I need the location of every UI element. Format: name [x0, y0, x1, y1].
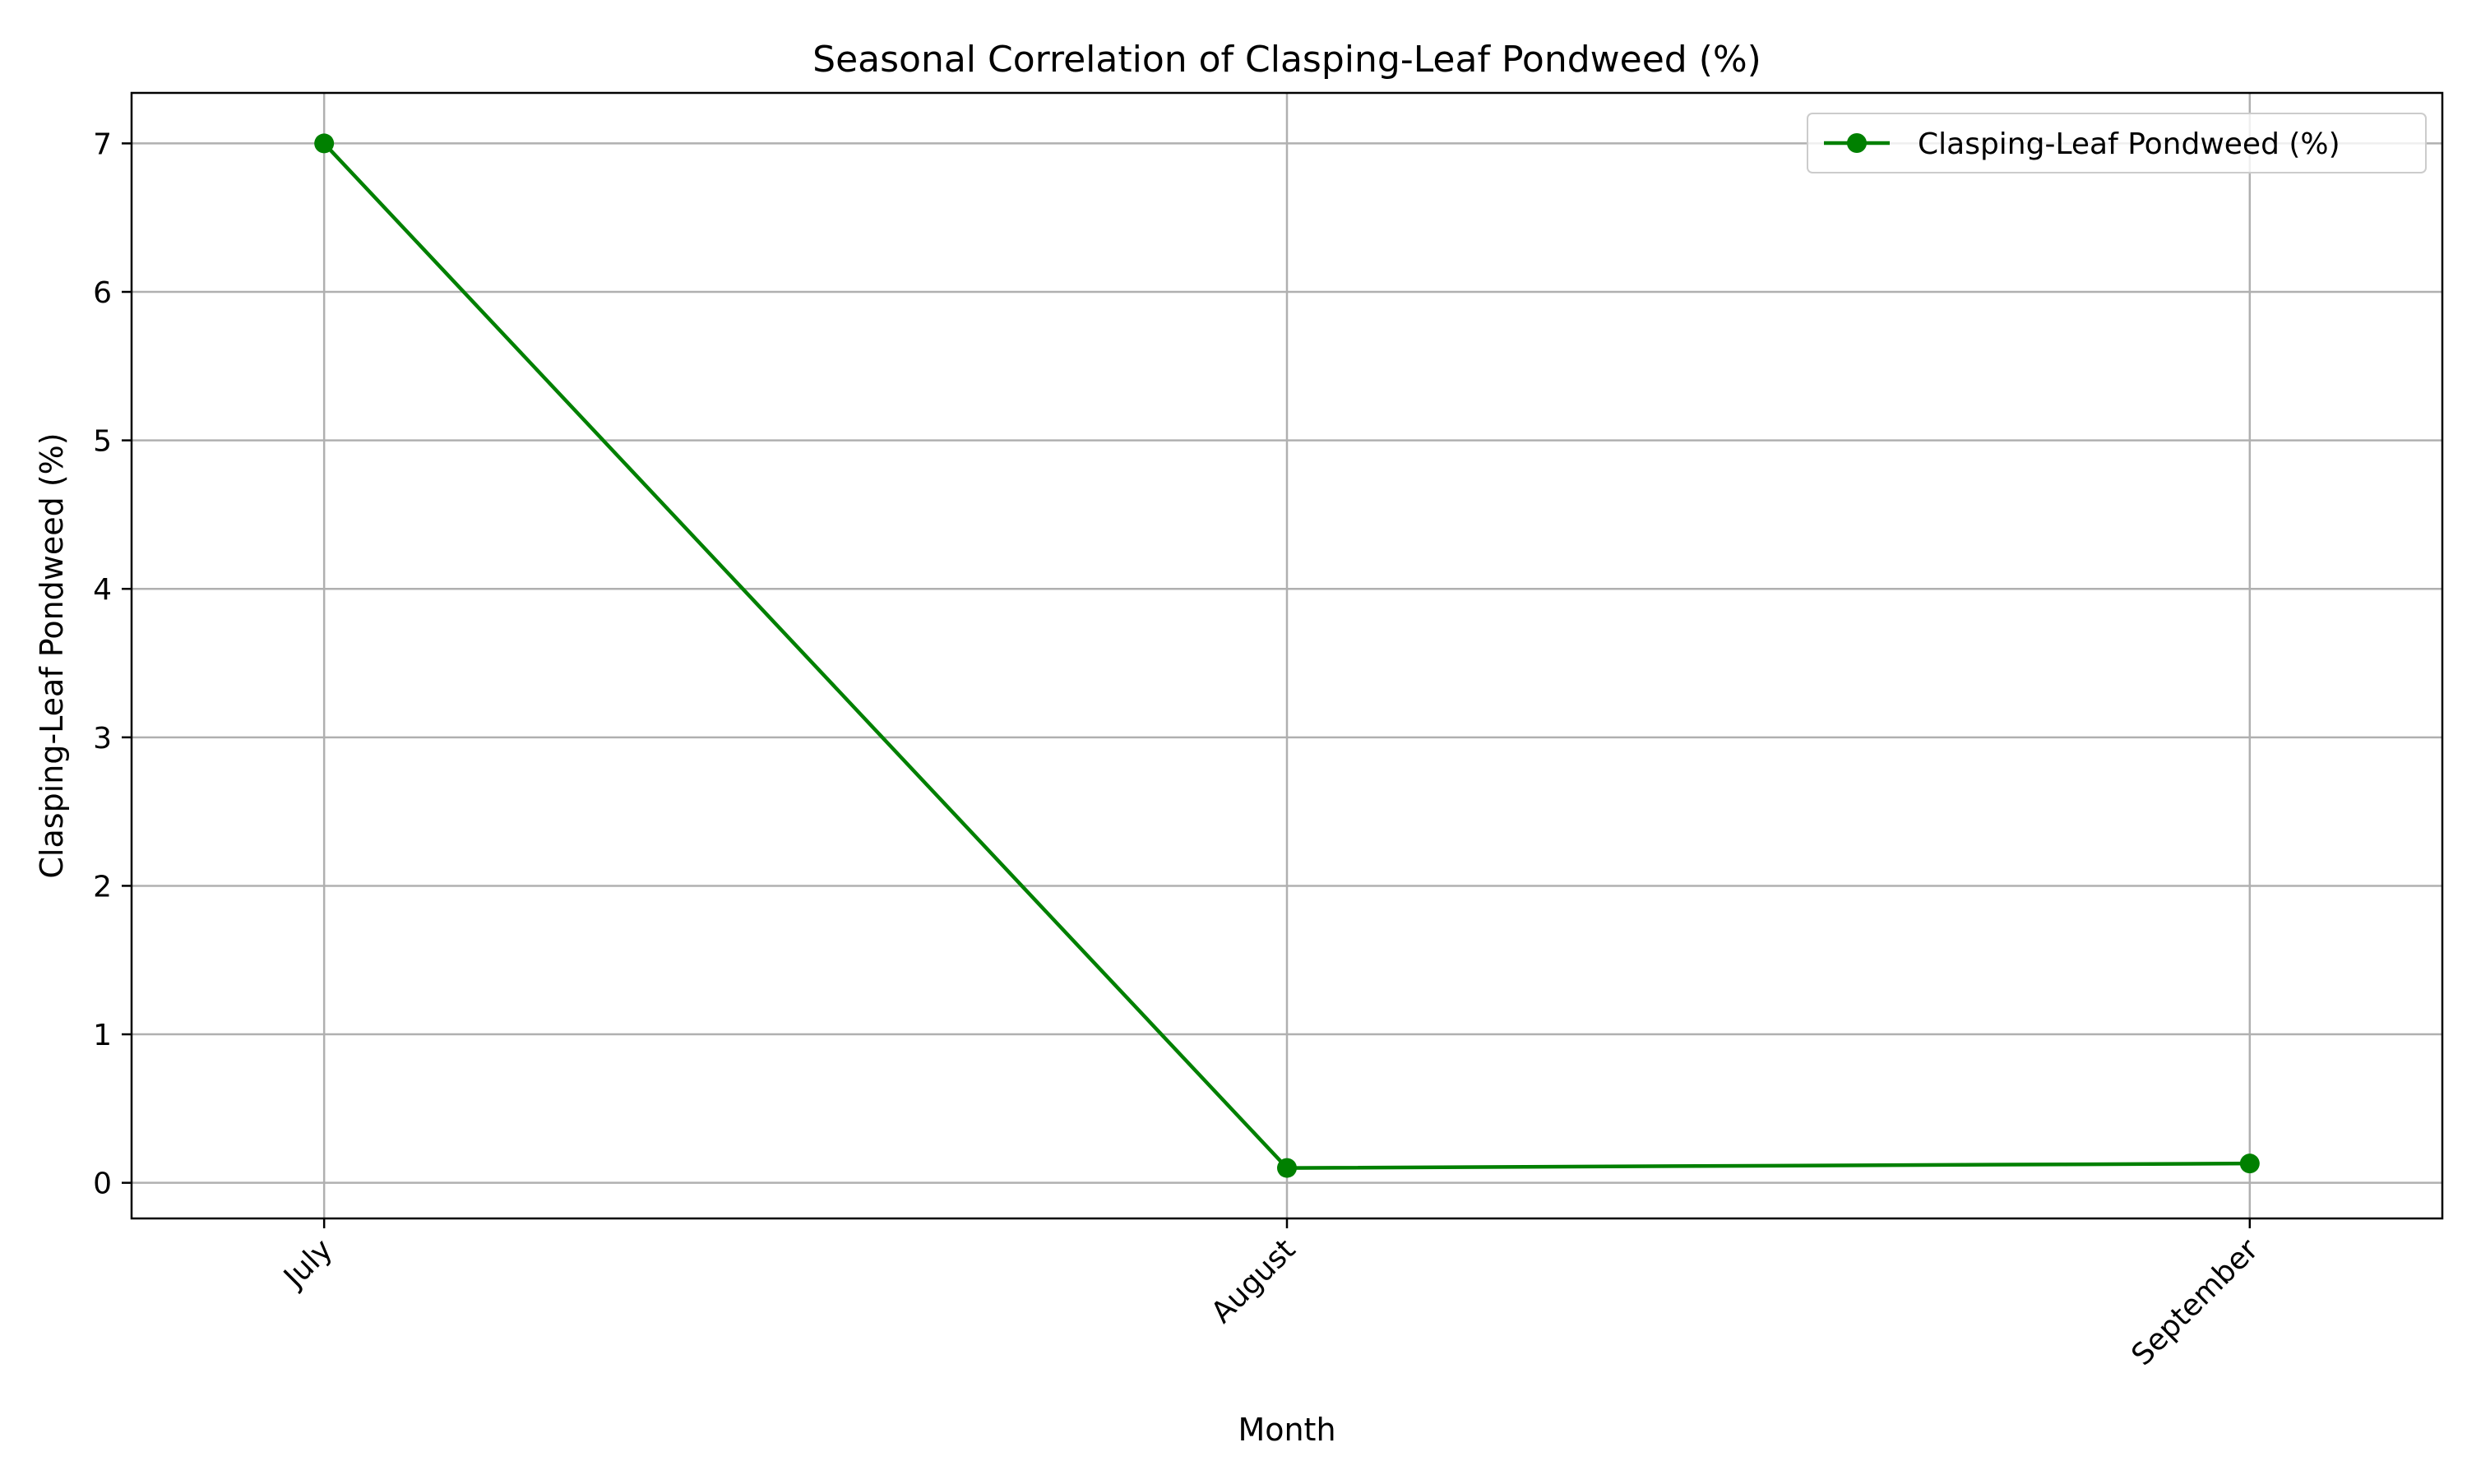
y-tick-label: 3	[93, 722, 112, 756]
y-tick-label: 1	[93, 1019, 112, 1052]
y-tick-label: 6	[93, 276, 112, 310]
y-tick-label: 2	[93, 870, 112, 904]
y-tick-label: 7	[93, 127, 112, 161]
x-axis-label: Month	[1238, 1412, 1335, 1448]
legend-box	[1807, 113, 2427, 173]
data-point	[314, 133, 335, 154]
y-tick-layer: 0 1 2 3 4 5 6 7	[93, 127, 132, 1201]
x-tick-label: September	[2126, 1232, 2266, 1372]
x-tick-label: July	[276, 1232, 339, 1295]
y-tick-label: 5	[93, 425, 112, 459]
legend-label: Clasping-Leaf Pondweed (%)	[1918, 127, 2340, 161]
y-tick-label: 0	[93, 1167, 112, 1201]
legend-marker-swatch	[1847, 133, 1867, 153]
legend: Clasping-Leaf Pondweed (%)	[1807, 113, 2427, 173]
grid-layer	[132, 93, 2442, 1218]
chart-title: Seasonal Correlation of Clasping-Leaf Po…	[812, 39, 1761, 81]
y-axis-label: Clasping-Leaf Pondweed (%)	[34, 432, 70, 878]
x-tick-layer: July August September	[276, 1218, 2265, 1372]
data-point	[2239, 1153, 2260, 1174]
y-tick-label: 4	[93, 573, 112, 607]
x-tick-label: August	[1205, 1232, 1302, 1329]
data-point	[1277, 1158, 1297, 1178]
series-layer	[314, 133, 2260, 1178]
